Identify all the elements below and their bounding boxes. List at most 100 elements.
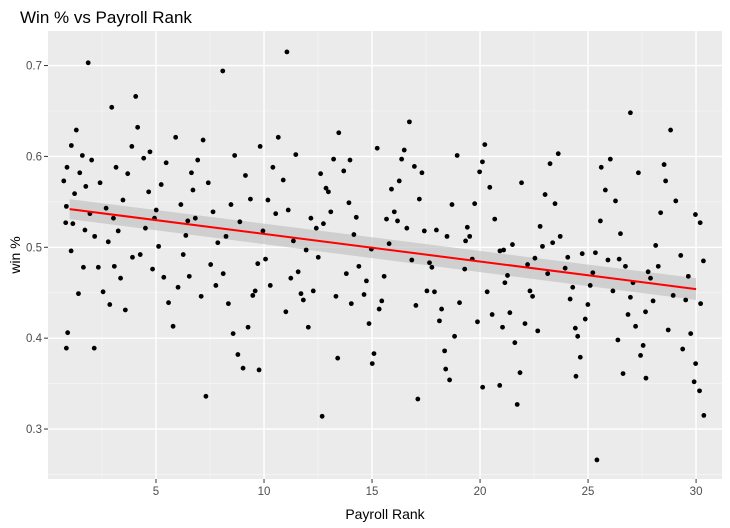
data-point xyxy=(111,263,117,269)
data-point xyxy=(81,264,86,270)
data-point xyxy=(688,331,694,336)
data-point xyxy=(256,367,262,373)
data-point xyxy=(228,202,234,207)
data-point xyxy=(389,186,394,192)
data-point xyxy=(384,216,389,222)
data-point xyxy=(404,225,410,231)
data-point xyxy=(308,215,314,221)
data-point xyxy=(623,263,628,269)
data-point xyxy=(379,298,385,304)
data-point xyxy=(192,215,198,221)
data-point xyxy=(347,157,353,163)
data-point xyxy=(364,278,369,284)
data-point xyxy=(111,215,116,221)
data-point xyxy=(143,225,148,231)
data-point xyxy=(328,209,334,215)
data-point xyxy=(298,291,304,297)
data-point xyxy=(497,248,503,254)
data-point xyxy=(489,312,495,317)
data-point xyxy=(68,248,74,254)
data-point xyxy=(555,151,561,157)
data-point xyxy=(348,301,354,307)
data-point xyxy=(147,149,153,155)
data-point xyxy=(419,170,425,176)
data-point xyxy=(189,170,194,176)
data-point xyxy=(275,134,281,140)
data-point xyxy=(235,352,241,357)
data-point xyxy=(607,156,613,162)
data-point xyxy=(454,153,460,158)
x-tick-label: 15 xyxy=(366,486,379,498)
data-point xyxy=(376,306,382,312)
data-point xyxy=(575,333,581,339)
data-point xyxy=(636,170,641,176)
data-point xyxy=(161,274,167,280)
data-point xyxy=(391,209,397,215)
x-tick-label: 5 xyxy=(153,486,159,498)
data-point xyxy=(413,303,419,308)
data-point xyxy=(183,233,189,238)
data-point xyxy=(120,197,126,203)
data-point xyxy=(310,288,316,294)
data-point xyxy=(130,254,135,260)
data-point xyxy=(225,301,231,307)
y-tick-label: 0.3 xyxy=(26,424,42,436)
data-point xyxy=(267,283,273,288)
data-point xyxy=(284,49,290,55)
data-point xyxy=(109,104,115,110)
data-point xyxy=(200,137,206,143)
data-point xyxy=(203,393,209,399)
data-point xyxy=(605,257,611,263)
data-point xyxy=(457,300,462,306)
data-point xyxy=(250,293,256,298)
data-point xyxy=(100,289,106,295)
data-point xyxy=(645,269,651,275)
data-point xyxy=(472,201,478,207)
data-point xyxy=(77,170,83,176)
data-point xyxy=(103,205,109,211)
data-point xyxy=(670,293,676,298)
data-point xyxy=(442,348,448,354)
data-point xyxy=(464,224,470,230)
data-point xyxy=(146,189,152,195)
data-point xyxy=(579,251,585,257)
data-point xyxy=(295,269,301,275)
data-point xyxy=(429,264,435,270)
data-point xyxy=(527,288,533,294)
data-point xyxy=(421,228,427,234)
data-point xyxy=(166,300,171,306)
x-tick-label: 25 xyxy=(582,486,595,498)
data-point xyxy=(91,345,97,351)
data-point xyxy=(618,231,623,237)
data-point xyxy=(300,297,306,303)
data-point xyxy=(552,201,558,207)
data-point xyxy=(336,130,342,136)
data-point xyxy=(208,262,214,267)
data-point xyxy=(73,127,79,133)
chart-title: Win % vs Payroll Rank xyxy=(20,8,192,27)
data-point xyxy=(497,383,503,388)
data-point xyxy=(537,223,543,229)
data-point xyxy=(288,275,294,281)
data-point xyxy=(346,200,352,206)
data-point xyxy=(519,180,524,186)
data-point xyxy=(79,153,85,158)
data-point xyxy=(683,297,689,303)
data-point xyxy=(63,345,69,351)
data-point xyxy=(185,218,191,224)
data-point xyxy=(449,202,455,207)
data-point xyxy=(230,331,236,336)
y-axis-title: win % xyxy=(7,236,23,274)
data-point xyxy=(565,254,571,260)
data-point xyxy=(215,240,221,246)
data-point xyxy=(313,225,319,231)
data-point xyxy=(532,255,538,261)
x-tick-label: 20 xyxy=(474,486,487,498)
data-point xyxy=(303,247,309,253)
data-point xyxy=(158,182,164,187)
data-point xyxy=(374,145,380,151)
data-point xyxy=(661,162,667,167)
data-point xyxy=(693,361,699,366)
data-point xyxy=(697,388,702,394)
data-point xyxy=(507,310,513,316)
